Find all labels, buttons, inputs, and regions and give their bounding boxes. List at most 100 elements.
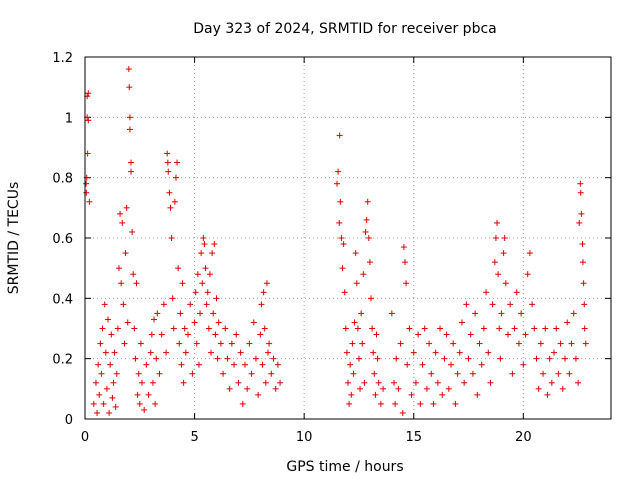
data-point [266, 340, 273, 347]
y-tick-label: 0.2 [52, 353, 73, 368]
data-point [174, 159, 181, 166]
data-point [350, 370, 357, 377]
data-point [170, 325, 177, 332]
data-point [210, 310, 217, 317]
data-point [504, 331, 511, 338]
data-point [255, 391, 262, 398]
data-point [395, 385, 402, 392]
data-point [348, 391, 355, 398]
data-point [214, 355, 221, 362]
data-point [112, 403, 119, 410]
data-point [458, 319, 465, 326]
data-point [176, 340, 183, 347]
data-point [557, 340, 564, 347]
data-point [168, 235, 175, 241]
data-point [501, 235, 508, 241]
chart-title: Day 323 of 2024, SRMTID for receiver pbc… [193, 21, 496, 37]
data-point [535, 385, 542, 392]
data-point [246, 340, 253, 347]
data-point [360, 271, 367, 278]
data-point [511, 325, 518, 332]
data-point [167, 204, 174, 211]
data-point [86, 198, 93, 205]
data-point [233, 331, 240, 338]
data-point [100, 400, 107, 407]
data-point [179, 280, 186, 287]
data-point [352, 250, 359, 257]
data-point [152, 400, 159, 407]
data-point [492, 235, 499, 241]
data-point [581, 301, 588, 308]
data-point [336, 219, 343, 226]
data-point [343, 349, 350, 356]
data-point [259, 361, 266, 368]
x-tick-label: 0 [81, 430, 89, 445]
data-point [410, 349, 417, 356]
data-point [94, 409, 101, 416]
data-point [141, 406, 148, 413]
data-point [270, 355, 277, 362]
data-point [107, 361, 114, 368]
data-point [138, 379, 145, 386]
data-point [337, 198, 344, 205]
data-point [355, 355, 362, 362]
data-point [125, 66, 132, 73]
data-point [531, 325, 538, 332]
data-point [134, 391, 141, 398]
data-point [537, 340, 544, 347]
data-point [546, 355, 553, 362]
data-point [426, 340, 433, 347]
data-point [533, 355, 540, 362]
x-axis-label: GPS time / hours [286, 459, 403, 475]
data-point [357, 385, 364, 392]
data-point [114, 325, 121, 332]
data-point [135, 370, 142, 377]
data-point [415, 331, 422, 338]
data-point [362, 228, 369, 235]
data-point [84, 150, 91, 157]
data-point [336, 132, 343, 139]
data-point [83, 180, 90, 187]
data-point [252, 355, 259, 362]
data-point [500, 250, 507, 257]
data-point [452, 400, 459, 407]
data-point [244, 385, 251, 392]
plot-frame [84, 56, 612, 420]
data-point [250, 319, 257, 326]
data-point [439, 391, 446, 398]
data-point [126, 126, 133, 133]
data-point [553, 325, 560, 332]
data-point [129, 228, 136, 235]
data-point [428, 370, 435, 377]
data-point [349, 340, 356, 347]
data-point [108, 331, 115, 338]
data-point [163, 349, 170, 356]
data-point [483, 289, 490, 296]
data-point [575, 379, 582, 386]
data-point [485, 349, 492, 356]
data-point [509, 370, 516, 377]
data-point [171, 198, 178, 205]
data-point [441, 355, 448, 362]
data-point [106, 409, 113, 416]
data-point [115, 265, 122, 272]
data-point [434, 379, 441, 386]
data-point [347, 361, 354, 368]
data-point [515, 340, 522, 347]
data-point [136, 400, 143, 407]
data-point [145, 391, 152, 398]
data-point [175, 265, 182, 272]
data-point [358, 310, 365, 317]
data-point [443, 331, 450, 338]
data-point [83, 189, 90, 196]
data-point [491, 259, 498, 266]
data-point [448, 361, 455, 368]
y-tick-label: 0.6 [52, 232, 73, 247]
data-point [577, 180, 584, 187]
data-point [526, 250, 533, 257]
y-tick-label: 1 [65, 111, 73, 126]
data-point [205, 325, 212, 332]
data-point [172, 174, 179, 181]
data-point [542, 325, 549, 332]
